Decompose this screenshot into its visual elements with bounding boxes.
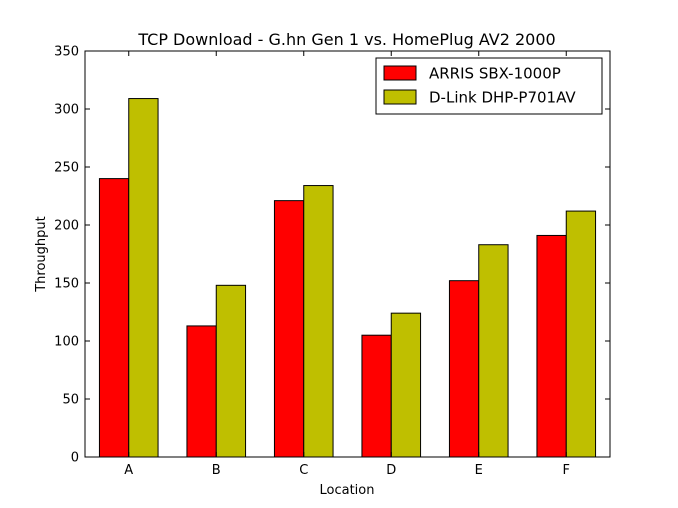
y-tick-label: 250 (54, 161, 79, 176)
y-tick-label: 350 (54, 45, 79, 60)
bar-b-series-2 (215, 284, 247, 458)
legend-label-1: ARRIS SBX-1000P (429, 65, 561, 83)
plot-frame (84, 50, 611, 458)
y-axis-label: Throughput (34, 216, 49, 293)
x-tick-label: D (386, 463, 396, 478)
x-tick-label: F (563, 463, 570, 478)
x-axis-label: Location (320, 483, 375, 498)
bar-f-series-1 (536, 234, 567, 458)
legend: ARRIS SBX-1000P D-Link DHP-P701AV (375, 57, 603, 115)
bar-a-series-1 (98, 178, 130, 458)
y-tick-label: 100 (54, 335, 79, 350)
y-tick-label: 300 (54, 103, 79, 118)
legend-swatch-2 (383, 89, 417, 105)
bar-c-series-1 (273, 200, 305, 458)
legend-swatch-1 (383, 65, 417, 81)
x-tick-label: E (475, 463, 483, 478)
bar-d-series-2 (390, 312, 422, 458)
bar-b-series-1 (186, 325, 217, 458)
bars-group (98, 98, 597, 458)
x-tick-label: A (124, 463, 133, 478)
y-tick-label: 0 (71, 451, 79, 466)
ticks-group: 0 50 100 150 200 250 300 350 A B C D E F (54, 45, 610, 478)
legend-label-2: D-Link DHP-P701AV (429, 89, 576, 107)
x-tick-label: B (212, 463, 221, 478)
bar-e-series-2 (478, 244, 509, 458)
y-tick-label: 200 (54, 219, 79, 234)
bar-c-series-2 (303, 185, 334, 458)
y-tick-label: 50 (62, 393, 79, 408)
bar-a-series-2 (128, 98, 159, 458)
bar-e-series-1 (448, 280, 480, 458)
bar-f-series-2 (565, 210, 597, 458)
x-tick-label: C (299, 463, 308, 478)
chart-title: TCP Download - G.hn Gen 1 vs. HomePlug A… (137, 30, 555, 49)
bar-d-series-1 (361, 334, 392, 458)
y-tick-label: 150 (54, 277, 79, 292)
